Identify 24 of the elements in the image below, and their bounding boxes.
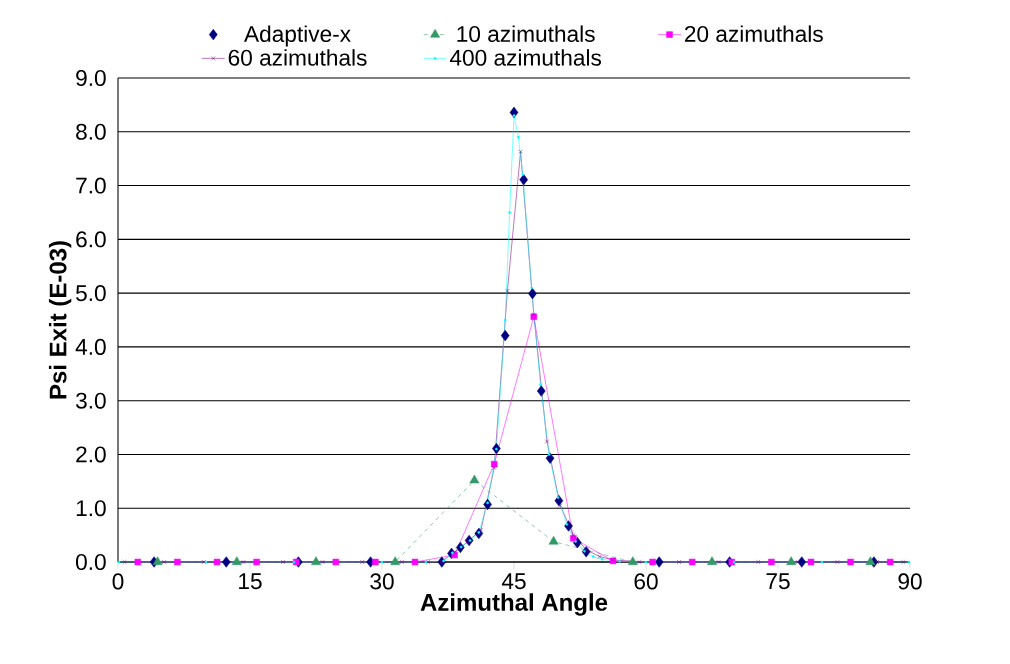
y-tick-label: 1.0 <box>76 500 106 517</box>
x-tick-label: 60 <box>634 573 658 590</box>
y-axis-title: Psi Exit (E-03) <box>48 241 72 399</box>
x-tick-label: 45 <box>501 573 526 590</box>
x-tick-label: 75 <box>766 573 790 590</box>
x-tick-label: 30 <box>370 573 394 590</box>
y-tick-label: 5.0 <box>76 285 106 302</box>
x-tick-label: 0 <box>112 573 124 590</box>
legend-label: 20 azimuthals <box>684 25 823 43</box>
y-tick-label: 3.0 <box>75 392 106 409</box>
legend-label: Adaptive-x <box>244 25 351 47</box>
y-tick-label: 4.0 <box>75 338 106 355</box>
legend-label: 60 azimuthals <box>228 49 367 66</box>
y-tick-label: 8.0 <box>76 123 106 140</box>
y-tick-label: 0.0 <box>75 553 106 571</box>
legend-label: 10 azimuthals <box>457 25 595 43</box>
x-tick-label: 90 <box>898 573 922 590</box>
x-tick-label: 15 <box>239 573 262 590</box>
y-tick-label: 6.0 <box>76 231 106 248</box>
y-tick-label: 2.0 <box>76 446 106 463</box>
y-tick-label: 9.0 <box>76 69 106 87</box>
legend-label: 400 azimuthals <box>449 49 602 66</box>
y-tick-label: 7.0 <box>76 177 106 194</box>
x-axis-title: Azimuthal Angle <box>420 593 608 616</box>
